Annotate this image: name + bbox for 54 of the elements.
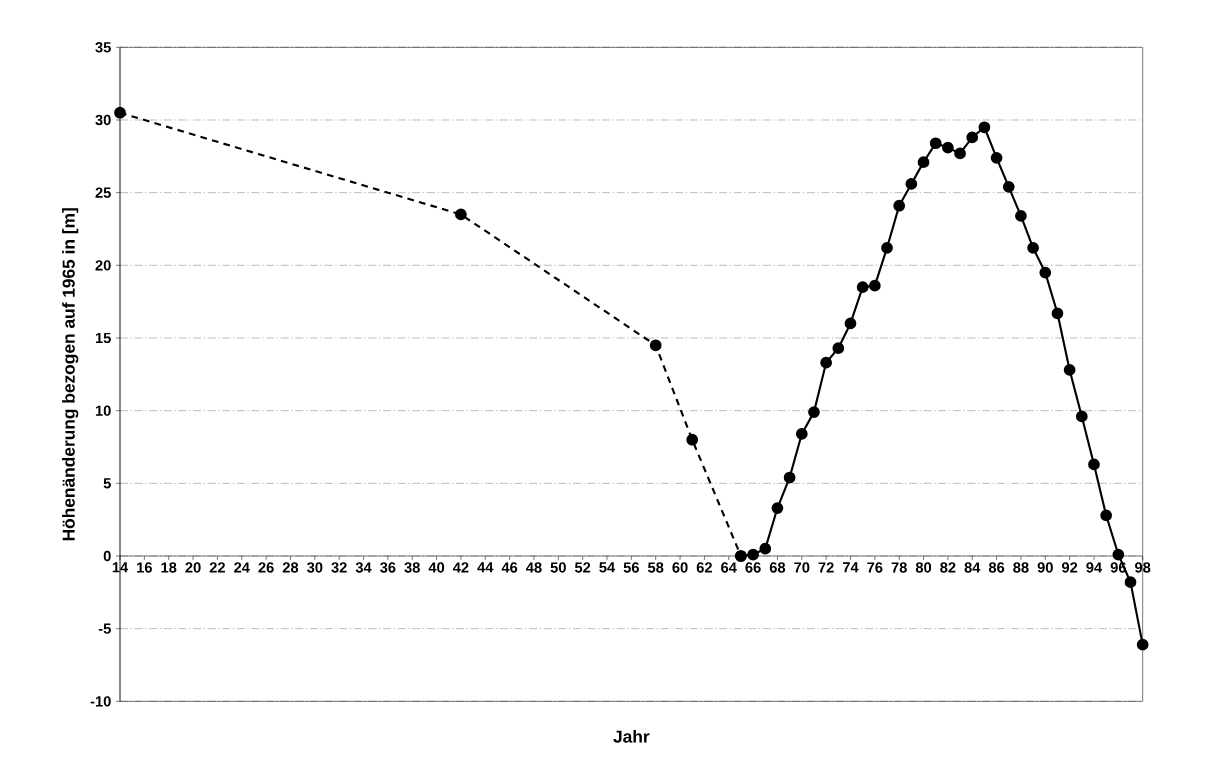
y-tick-label: 0 (103, 550, 111, 562)
x-tick-label: 74 (842, 562, 859, 573)
x-tick-label: 68 (769, 562, 786, 573)
x-tick-label: 38 (404, 562, 420, 573)
y-tick-label: -10 (90, 695, 111, 707)
x-tick-label: 16 (137, 562, 152, 573)
x-tick-label: 42 (452, 562, 469, 573)
x-tick-label: 94 (1086, 562, 1103, 573)
y-tick-label: 30 (95, 114, 111, 126)
x-tick-label: 76 (867, 562, 883, 573)
x-tick-label: 66 (745, 562, 761, 573)
x-tick-label: 40 (428, 562, 445, 573)
x-tick-label: 46 (501, 562, 518, 573)
x-axis-title: Jahr (613, 729, 650, 743)
x-tick-label: 30 (306, 562, 323, 573)
x-tick-label: 34 (355, 562, 372, 573)
x-tick-label: 58 (647, 562, 664, 573)
y-tick-label: 20 (95, 259, 111, 271)
x-tick-label: 52 (574, 562, 591, 573)
x-tick-label: 50 (550, 562, 566, 573)
x-tick-label: 44 (477, 562, 494, 573)
y-tick-label: 10 (95, 405, 111, 416)
x-tick-label: 70 (794, 562, 810, 573)
x-tick-label: 98 (1135, 562, 1151, 573)
x-tick-label: 24 (234, 562, 250, 573)
x-tick-label: 90 (1037, 562, 1053, 573)
y-tick-label: 15 (95, 332, 111, 343)
x-tick-label: 60 (672, 562, 688, 573)
x-tick-label: 84 (964, 562, 981, 573)
x-tick-label: 62 (696, 562, 712, 573)
x-tick-label: 92 (1061, 562, 1078, 573)
x-tick-label: 86 (988, 562, 1005, 573)
x-tick-label: 56 (623, 562, 639, 573)
x-tick-label: 18 (161, 562, 177, 573)
x-tick-label: 28 (282, 562, 299, 573)
x-tick-label: 72 (818, 562, 834, 573)
y-tick-label: 5 (103, 478, 111, 489)
x-tick-label: 82 (940, 562, 956, 573)
x-tick-label: 36 (380, 562, 396, 573)
y-tick-label: -5 (98, 623, 111, 634)
x-tick-label: 14 (112, 562, 129, 573)
x-tick-label: 22 (209, 562, 225, 573)
x-tick-label: 54 (599, 562, 616, 573)
x-tick-label: 32 (331, 562, 347, 573)
y-axis-title: Höhenänderung bezogen auf 1965 in [m] (62, 208, 79, 541)
x-tick-label: 88 (1013, 562, 1029, 573)
x-tick-label: 80 (915, 562, 932, 573)
x-tick-label: 48 (526, 562, 542, 573)
x-tick-label: 64 (721, 562, 737, 573)
x-tick-label: 26 (258, 562, 274, 573)
x-tick-label: 20 (185, 562, 201, 573)
y-tick-label: 25 (95, 187, 111, 198)
y-tick-label: 35 (95, 41, 111, 53)
x-tick-label: 78 (891, 562, 907, 573)
